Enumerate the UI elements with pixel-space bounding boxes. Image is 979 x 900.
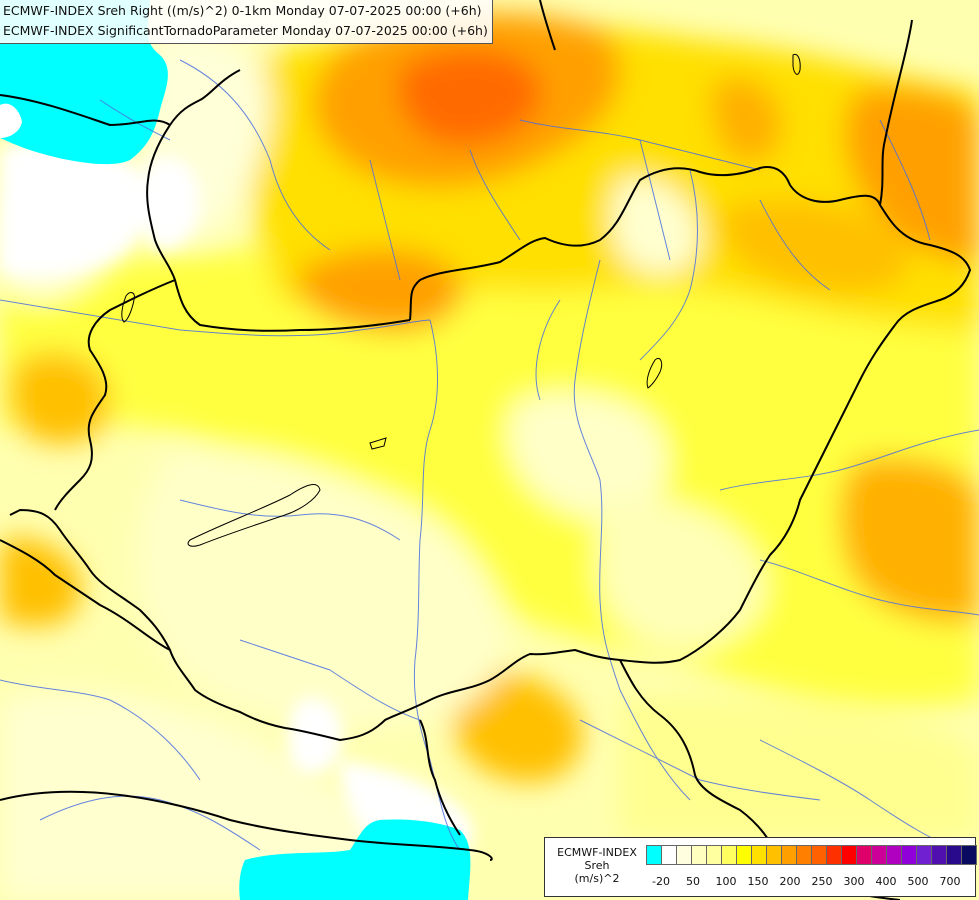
legend-swatch <box>886 845 902 865</box>
legend-swatch <box>661 845 677 865</box>
legend-tick-label: 500 <box>907 875 929 888</box>
legend-tick-label: 700 <box>939 875 961 888</box>
map-title-box: ECMWF-INDEX Sreh Right ((m/s)^2) 0-1km M… <box>0 0 493 44</box>
legend-swatch <box>766 845 782 865</box>
legend-swatch <box>916 845 932 865</box>
legend-swatch <box>691 845 707 865</box>
legend-swatches <box>646 845 977 865</box>
legend-tick-label: 200 <box>779 875 801 888</box>
sreh-field <box>0 13 979 900</box>
legend-swatch <box>826 845 842 865</box>
legend-title-unit: (m/s)^2 <box>574 872 620 885</box>
legend-ticks: -20 50 100 150 200 250 300 400 500 700 <box>545 875 977 889</box>
legend-tick-label: -20 <box>652 875 670 888</box>
legend-swatch <box>946 845 962 865</box>
legend-swatch <box>871 845 887 865</box>
legend-swatch <box>961 845 977 865</box>
legend-swatch <box>856 845 872 865</box>
legend-swatch <box>736 845 752 865</box>
legend-swatch <box>706 845 722 865</box>
legend-title-model: ECMWF-INDEX <box>557 846 637 859</box>
color-legend: ECMWF-INDEX Sreh (m/s)^2 -20 50 100 150 200 2… <box>544 837 977 897</box>
lakes <box>121 53 801 547</box>
legend-swatch <box>841 845 857 865</box>
legend-swatch <box>781 845 797 865</box>
legend-swatch <box>646 845 662 865</box>
legend-swatch <box>751 845 767 865</box>
legend-tick-label: 100 <box>715 875 737 888</box>
title-line-stp: ECMWF-INDEX SignificantTornadoParameter … <box>3 23 488 38</box>
legend-tick-label: 400 <box>875 875 897 888</box>
legend-tick-label: 150 <box>747 875 769 888</box>
legend-title: ECMWF-INDEX Sreh (m/s)^2 <box>549 846 645 885</box>
legend-swatch <box>796 845 812 865</box>
legend-swatch <box>721 845 737 865</box>
legend-tick-label: 50 <box>686 875 700 888</box>
legend-tick-label: 300 <box>843 875 865 888</box>
legend-swatch <box>931 845 947 865</box>
title-line-sreh: ECMWF-INDEX Sreh Right ((m/s)^2) 0-1km M… <box>3 3 482 18</box>
legend-swatch <box>676 845 692 865</box>
rivers <box>0 59 979 851</box>
legend-tick-label: 250 <box>811 875 833 888</box>
legend-swatch <box>811 845 827 865</box>
legend-title-param: Sreh <box>584 859 610 872</box>
legend-swatch <box>901 845 917 865</box>
